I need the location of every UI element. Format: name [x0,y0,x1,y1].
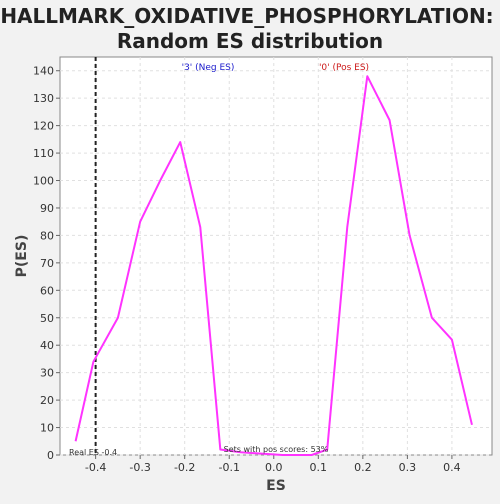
pos-es-label: '0' (Pos ES) [319,63,369,73]
y-tick-label: 20 [40,394,54,407]
x-tick-label: -0.1 [219,461,240,474]
x-tick-label: 0.1 [310,461,328,474]
x-tick-label: 0.3 [399,461,417,474]
chart-subtitle: Random ES distribution [117,29,383,53]
y-tick-label: 30 [40,367,54,380]
y-tick-label: 110 [33,147,54,160]
x-tick-label: 0.2 [354,461,372,474]
grid-lines [60,57,492,456]
x-tick-label: 0.0 [265,461,283,474]
x-axis-title: ES [266,478,286,494]
pos-scores-annotation: Sets with pos scores: 53% [224,445,329,454]
y-tick-label: 140 [33,65,54,78]
x-tick-label: 0.4 [443,461,461,474]
neg-es-label: '3' (Neg ES) [182,63,235,73]
y-tick-label: 70 [40,257,54,270]
y-tick-label: 10 [40,422,54,435]
axis-ticks: 0 10 20 30 40 50 60 70 80 90 100 110 120 130 140 -0.4 -0… [33,65,461,474]
x-tick-label: -0.2 [174,461,195,474]
y-axis-title: P(ES) [14,235,30,278]
chart-title: HALLMARK_OXIDATIVE_PHOSPHORYLATION: [0,4,493,28]
y-tick-label: 60 [40,284,54,297]
series-layer [74,75,473,456]
y-tick-label: 50 [40,312,54,325]
y-tick-label: 120 [33,120,54,133]
real-es-label: Real ES -0.4 [69,448,117,457]
y-tick-label: 0 [47,449,54,462]
plot-area [59,56,493,456]
y-tick-label: 80 [40,229,54,242]
y-tick-label: 40 [40,339,54,352]
x-tick-label: -0.4 [85,461,106,474]
y-tick-label: 130 [33,92,54,105]
y-tick-label: 100 [33,175,54,188]
y-tick-label: 90 [40,202,54,215]
x-tick-label: -0.3 [129,461,150,474]
es-distribution-series-line [74,75,473,456]
